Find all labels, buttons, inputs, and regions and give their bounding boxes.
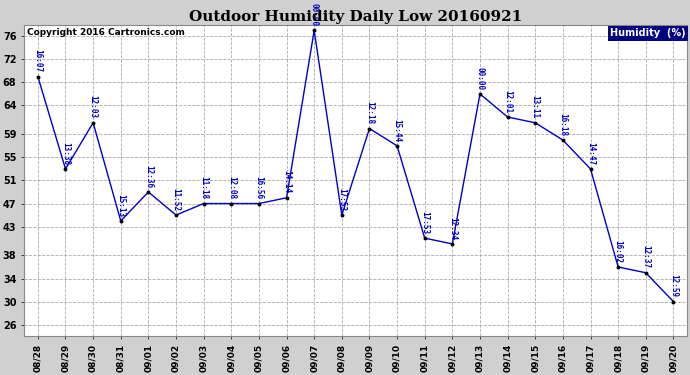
Point — [198, 201, 209, 207]
Text: 00:00: 00:00 — [310, 3, 319, 26]
Point — [391, 143, 402, 149]
Text: 12:01: 12:01 — [503, 90, 512, 113]
Text: 15:44: 15:44 — [393, 118, 402, 142]
Point — [170, 212, 181, 218]
Text: 16:56: 16:56 — [255, 176, 264, 200]
Point — [475, 91, 486, 97]
Text: Humidity  (%): Humidity (%) — [610, 28, 686, 39]
Point — [281, 195, 292, 201]
Point — [364, 126, 375, 132]
Text: 00:00: 00:00 — [475, 67, 484, 90]
Text: 14:47: 14:47 — [586, 142, 595, 165]
Point — [613, 264, 624, 270]
Point — [558, 137, 569, 143]
Point — [447, 241, 458, 247]
Point — [60, 166, 71, 172]
Point — [253, 201, 264, 207]
Point — [668, 298, 679, 304]
Text: 13:38: 13:38 — [61, 142, 70, 165]
Point — [308, 27, 319, 33]
Text: 12:03: 12:03 — [88, 96, 97, 118]
Point — [88, 120, 99, 126]
Text: 13:11: 13:11 — [531, 96, 540, 118]
Point — [32, 74, 43, 80]
Text: Copyright 2016 Cartronics.com: Copyright 2016 Cartronics.com — [28, 28, 186, 38]
Point — [530, 120, 541, 126]
Text: 16:07: 16:07 — [33, 50, 42, 72]
Point — [585, 166, 596, 172]
Text: 15:13: 15:13 — [116, 194, 126, 217]
Text: 12:34: 12:34 — [448, 217, 457, 240]
Text: 17:53: 17:53 — [337, 188, 346, 211]
Text: 12:08: 12:08 — [227, 176, 236, 200]
Text: 14:14: 14:14 — [282, 171, 291, 194]
Point — [420, 235, 431, 241]
Title: Outdoor Humidity Daily Low 20160921: Outdoor Humidity Daily Low 20160921 — [189, 9, 522, 24]
Text: 17:53: 17:53 — [420, 211, 429, 234]
Point — [640, 270, 651, 276]
Text: 16:02: 16:02 — [613, 240, 622, 263]
Point — [336, 212, 347, 218]
Point — [143, 189, 154, 195]
Text: 11:18: 11:18 — [199, 176, 208, 200]
Point — [115, 218, 126, 224]
Text: 16:18: 16:18 — [558, 113, 567, 136]
Text: 11:52: 11:52 — [172, 188, 181, 211]
Text: 12:36: 12:36 — [144, 165, 153, 188]
Text: 12:37: 12:37 — [641, 246, 650, 268]
Point — [226, 201, 237, 207]
Text: 12:59: 12:59 — [669, 274, 678, 297]
Text: 12:18: 12:18 — [365, 101, 374, 124]
Point — [502, 114, 513, 120]
